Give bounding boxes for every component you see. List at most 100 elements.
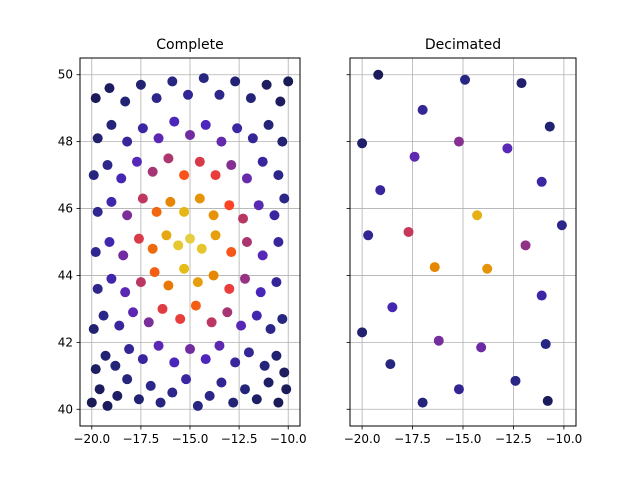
data-point-21: [433, 335, 444, 346]
data-point-126: [261, 79, 272, 90]
data-point-31: [259, 360, 270, 371]
data-point-13: [228, 397, 239, 408]
data-point-4: [122, 374, 133, 385]
x-tick-label-1: −17.5: [123, 432, 160, 446]
data-point-63: [118, 250, 129, 261]
data-point-46: [265, 323, 276, 334]
data-point-38: [143, 317, 154, 328]
data-point-80: [165, 196, 176, 207]
data-point-112: [247, 133, 258, 144]
data-point-7: [502, 143, 513, 154]
data-point-96: [194, 156, 205, 167]
data-point-49: [106, 273, 117, 284]
data-point-116: [104, 83, 115, 94]
y-tick-label-3: 46: [58, 202, 73, 216]
data-point-24: [385, 359, 396, 370]
x-tick-label-3: −12.5: [495, 432, 532, 446]
data-point-35: [98, 310, 109, 321]
data-point-40: [175, 313, 186, 324]
y-tick-label-5: 50: [58, 68, 73, 82]
subplot-complete: −20.0 −17.5 −15.0 −12.5 −10.0 40 42 44 46 48 50 C…: [58, 37, 307, 446]
data-point-58: [240, 273, 250, 284]
data-point-32: [271, 350, 282, 361]
data-point-14: [520, 240, 531, 251]
data-point-3: [112, 390, 123, 401]
data-point-107: [169, 116, 180, 127]
data-point-110: [216, 136, 227, 147]
data-point-71: [226, 247, 237, 258]
x-tick-label-3: −12.5: [221, 432, 258, 446]
x-tick-label-0: −20.0: [73, 432, 110, 446]
data-point-25: [169, 357, 180, 368]
data-point-111: [232, 123, 243, 134]
data-point-39: [157, 303, 168, 314]
data-point-118: [135, 79, 146, 90]
y-tick-label-4: 48: [58, 135, 73, 149]
x-tick-label-4: −10.0: [270, 432, 307, 446]
data-point-91: [116, 173, 127, 184]
data-point-6: [453, 136, 464, 147]
data-point-115: [90, 93, 101, 104]
data-point-1: [94, 384, 105, 395]
data-point-28: [214, 340, 225, 351]
data-point-11: [204, 390, 215, 401]
x-tick-label-2: −15.0: [445, 432, 482, 446]
data-point-11: [472, 210, 483, 221]
data-point-66: [161, 230, 172, 241]
data-point-15: [251, 394, 262, 405]
chart-title-decimated: Decimated: [425, 37, 501, 53]
data-point-128: [283, 76, 294, 87]
data-point-7: [155, 397, 166, 408]
data-point-68: [185, 233, 195, 244]
data-point-106: [153, 133, 164, 144]
data-point-113: [263, 119, 274, 130]
data-point-93: [147, 166, 158, 177]
data-point-98: [226, 160, 237, 171]
data-point-19: [387, 302, 398, 313]
data-point-16: [429, 262, 440, 273]
data-point-47: [277, 313, 288, 324]
data-point-84: [224, 200, 235, 211]
data-point-60: [271, 277, 282, 288]
data-point-24: [153, 340, 164, 351]
data-point-12: [216, 377, 227, 388]
data-point-13: [363, 230, 374, 241]
data-point-26: [185, 344, 195, 355]
data-point-64: [133, 233, 144, 244]
data-point-50: [120, 287, 131, 298]
data-point-95: [179, 170, 190, 181]
data-point-92: [131, 156, 142, 167]
data-point-15: [556, 220, 567, 231]
data-point-8: [409, 151, 420, 162]
data-point-27: [200, 354, 211, 365]
data-point-120: [167, 76, 178, 87]
data-point-43: [222, 307, 233, 318]
data-point-18: [536, 290, 547, 301]
data-point-1: [460, 74, 471, 85]
data-point-5: [133, 394, 144, 405]
data-point-90: [102, 160, 113, 171]
data-point-17: [482, 263, 493, 274]
data-point-72: [241, 237, 252, 247]
x-tick-label-4: −10.0: [546, 432, 583, 446]
data-point-56: [208, 270, 219, 281]
chart-title-complete: Complete: [156, 37, 223, 53]
x-axis-decimated: −20.0 −17.5 −15.0 −12.5 −10.0: [344, 426, 583, 446]
data-point-109: [200, 119, 211, 130]
data-point-9: [181, 374, 192, 385]
data-point-82: [194, 193, 205, 204]
data-point-19: [90, 364, 101, 375]
data-point-100: [257, 156, 268, 167]
data-point-62: [104, 237, 115, 247]
data-point-83: [208, 210, 219, 221]
data-point-102: [92, 133, 103, 144]
data-point-0: [373, 69, 384, 80]
data-point-20: [100, 350, 111, 361]
data-point-41: [190, 300, 201, 311]
data-point-44: [236, 320, 247, 331]
data-point-74: [273, 237, 284, 247]
data-point-8: [167, 387, 178, 398]
data-point-16: [263, 377, 274, 388]
data-point-88: [279, 193, 290, 204]
data-point-97: [210, 170, 221, 181]
